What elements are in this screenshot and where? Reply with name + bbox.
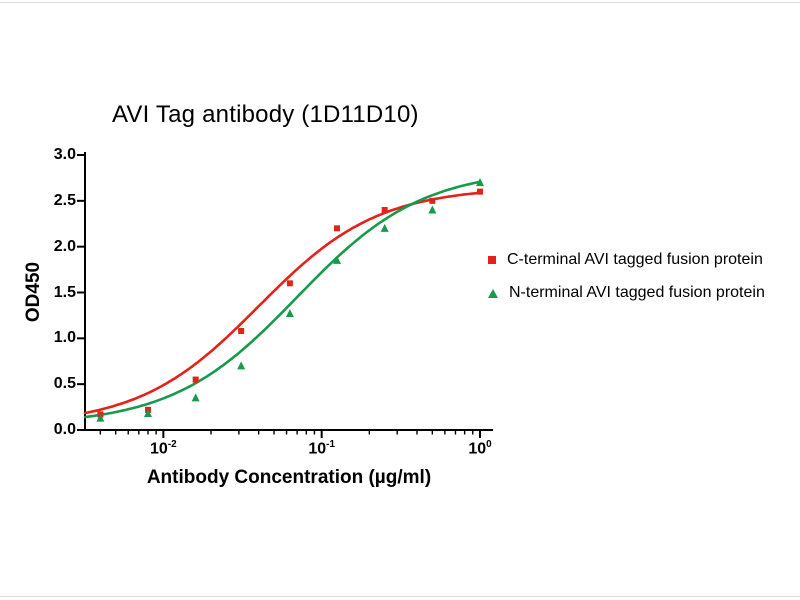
legend-label-n-terminal: N-terminal AVI tagged fusion protein — [509, 284, 765, 301]
chart-title: AVI Tag antibody (1D11D10) — [112, 101, 419, 128]
y-tick-label: 1.5 — [53, 283, 76, 301]
red-square-marker-icon — [488, 256, 496, 264]
frame-line-bottom — [0, 596, 800, 597]
frame-line-top — [0, 2, 800, 3]
y-tick-label: 0.0 — [53, 421, 76, 438]
x-axis-title: Antibody Concentration (µg/ml) — [146, 467, 432, 488]
x-tick-label: 100 — [468, 439, 492, 458]
y-tick-label: 2.0 — [53, 237, 76, 255]
legend: C-terminal AVI tagged fusion protein N-t… — [488, 249, 765, 304]
x-tick-label: 10-2 — [150, 439, 177, 458]
y-tick-label: 1.0 — [53, 329, 76, 347]
legend-item-c-terminal: C-terminal AVI tagged fusion protein — [488, 249, 765, 271]
x-tick-label: 10-1 — [308, 439, 335, 458]
y-tick-label: 0.5 — [53, 375, 76, 393]
y-tick-label: 2.5 — [53, 191, 76, 209]
y-tick-label: 3.0 — [53, 146, 76, 163]
legend-item-n-terminal: N-terminal AVI tagged fusion protein — [488, 282, 765, 304]
green-triangle-marker-icon — [488, 288, 498, 298]
legend-label-c-terminal: C-terminal AVI tagged fusion protein — [507, 251, 763, 268]
